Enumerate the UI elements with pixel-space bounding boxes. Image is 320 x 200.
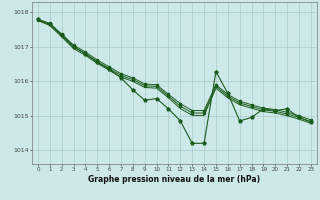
X-axis label: Graphe pression niveau de la mer (hPa): Graphe pression niveau de la mer (hPa): [88, 175, 260, 184]
